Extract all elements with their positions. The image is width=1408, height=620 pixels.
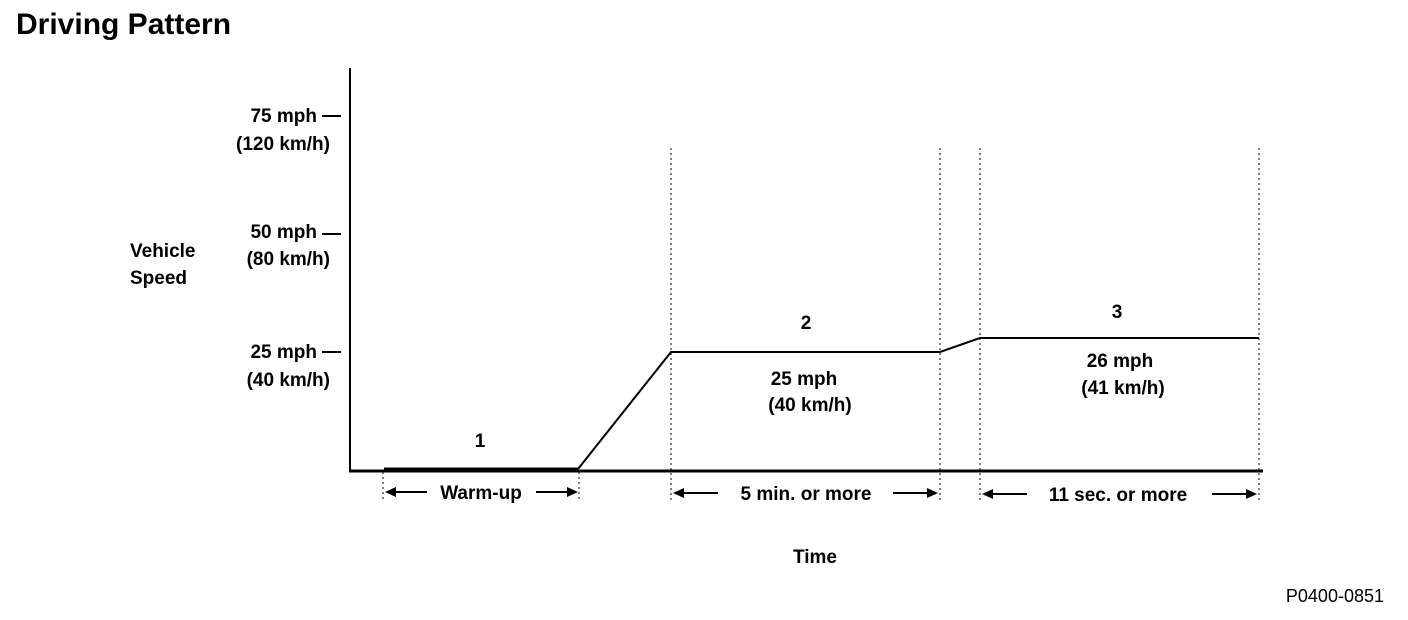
page-title: Driving Pattern (16, 8, 232, 41)
tick-75-mph: 75 mph (250, 106, 317, 127)
speed-profile-line (577, 337, 1259, 470)
y-axis-label-line1: Vehicle (130, 241, 196, 262)
y-axis-label-line2: Speed (130, 268, 187, 289)
phase-3-speed-kmh: (41 km/h) (1081, 378, 1164, 399)
duration-arrow-phase2 (673, 488, 938, 498)
phase-3-speed-mph: 26 mph (1087, 351, 1154, 372)
tick-50-kmh: (80 km/h) (247, 249, 330, 270)
phase-3-number: 3 (1112, 302, 1123, 323)
duration-arrow-phase3 (982, 489, 1257, 499)
phase-2-speed-kmh: (40 km/h) (768, 395, 851, 416)
tick-75-kmh: (120 km/h) (236, 134, 330, 155)
duration-label-phase2: 5 min. or more (741, 484, 872, 505)
phase-2-number: 2 (801, 313, 812, 334)
tick-25-kmh: (40 km/h) (247, 370, 330, 391)
x-axis-label: Time (793, 547, 837, 568)
duration-label-phase3: 11 sec. or more (1049, 485, 1187, 506)
tick-25-mph: 25 mph (250, 342, 317, 363)
phase-2-speed-mph: 25 mph (771, 369, 838, 390)
phase-1-number: 1 (475, 431, 486, 452)
duration-label-warmup: Warm-up (440, 483, 522, 504)
tick-50-mph: 50 mph (250, 222, 317, 243)
figure-code: P0400-0851 (1285, 586, 1384, 606)
duration-arrow-warmup (385, 487, 578, 497)
